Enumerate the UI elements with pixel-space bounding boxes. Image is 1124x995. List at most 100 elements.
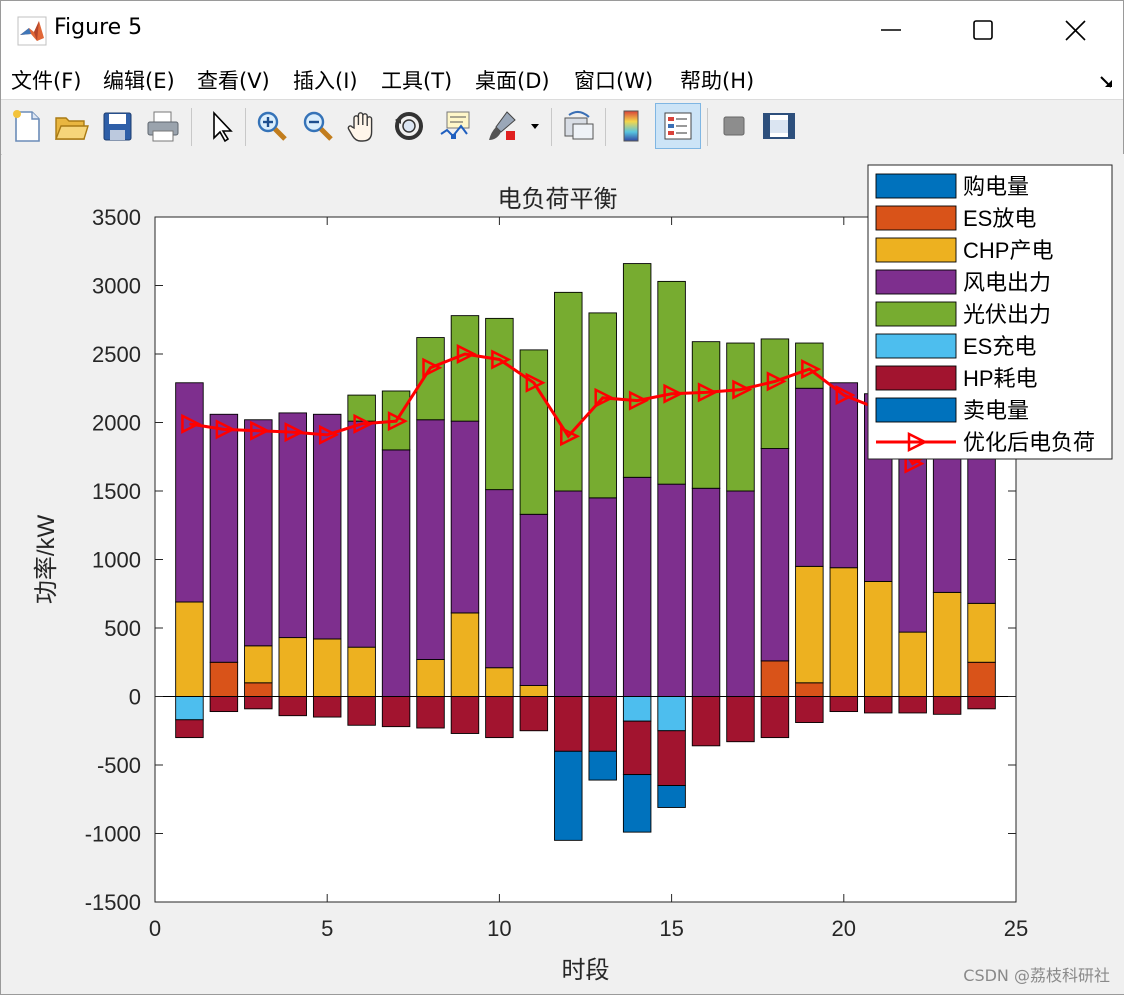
hide-plot-tools-icon[interactable] [713, 104, 757, 148]
x-tick-label: 15 [659, 916, 683, 941]
bar-es_discharge-3 [244, 682, 273, 697]
load-marker-10 [491, 349, 512, 370]
colorbar-icon[interactable] [609, 104, 653, 148]
brush-dropdown-icon[interactable] [523, 104, 547, 148]
bar-pv-17 [726, 342, 755, 492]
bar-pv-6 [347, 394, 376, 422]
load-marker-11 [525, 372, 546, 393]
menu-file[interactable]: 文件(F) [11, 69, 82, 93]
bar-sell-15 [657, 785, 686, 808]
legend-label: ES充电 [963, 334, 1036, 359]
y-tick-label: 2500 [92, 342, 141, 367]
chart-title: 电负荷平衡 [498, 186, 618, 213]
dock-arrow-icon[interactable] [1097, 71, 1117, 91]
bar-hp-2 [209, 696, 239, 713]
bar-chp-11 [519, 685, 549, 697]
menu-desktop[interactable]: 桌面(D) [475, 69, 550, 93]
bar-pv-14 [622, 263, 652, 478]
menu-tools[interactable]: 工具(T) [381, 69, 453, 93]
open-file-icon[interactable] [49, 104, 93, 148]
bar-hp-17 [726, 696, 755, 743]
toolbar-separator [707, 108, 708, 146]
load-marker-3 [250, 420, 271, 441]
bar-pv-15 [657, 280, 686, 485]
menu-help[interactable]: 帮助(H) [680, 69, 755, 93]
load-marker-19 [801, 359, 822, 380]
y-tick-label: -1000 [85, 822, 141, 847]
y-tick-label: -500 [97, 753, 141, 778]
load-marker-9 [456, 343, 477, 365]
legend-swatch-buy [875, 173, 957, 199]
x-tick-label: 5 [321, 916, 333, 941]
electric-load-balance-chart[interactable]: -1500 -1000 -500 0 500 1000 1500 2000 2500 3000 35… [2, 154, 1124, 994]
pan-hand-icon[interactable] [341, 104, 385, 148]
x-tick-label: 25 [1004, 916, 1028, 941]
bar-pv-16 [691, 341, 721, 489]
bar-hp-12 [554, 696, 583, 752]
bar-es_charge-1 [175, 696, 204, 721]
bar-hp-8 [416, 696, 445, 729]
bar-wind-5 [312, 413, 342, 640]
bar-pv-12 [554, 291, 583, 492]
minimize-button[interactable] [845, 1, 937, 59]
matlab-logo-icon [17, 16, 47, 46]
new-figure-icon[interactable] [5, 104, 49, 148]
legend-swatch-chp [875, 237, 957, 263]
legend-label: HP耗电 [963, 366, 1038, 391]
rotate-3d-icon[interactable] [387, 104, 431, 148]
save-icon[interactable] [95, 104, 139, 148]
bar-hp-22 [898, 696, 927, 714]
menu-view[interactable]: 查看(V) [197, 69, 270, 93]
bar-es_discharge-24 [967, 661, 996, 697]
close-button[interactable] [1029, 1, 1121, 59]
show-plot-tools-icon[interactable] [757, 104, 801, 148]
bar-hp-6 [347, 696, 376, 726]
bar-sell-12 [554, 750, 583, 841]
bar-wind-17 [726, 490, 755, 697]
bar-wind-19 [795, 387, 824, 567]
bar-hp-21 [864, 696, 893, 714]
zoom-out-icon[interactable] [295, 104, 339, 148]
legend-swatch-pv [875, 301, 957, 327]
bar-hp-18 [760, 696, 790, 739]
brush-icon[interactable] [481, 104, 525, 148]
bar-hp-19 [795, 696, 824, 723]
bar-pv-13 [588, 312, 617, 499]
select-arrow-icon[interactable] [199, 104, 243, 148]
legend-swatch-es_charge [875, 333, 957, 359]
bar-chp-22 [898, 631, 927, 697]
bar-hp-13 [588, 696, 617, 752]
y-axis-label: 功率/kW [33, 514, 60, 604]
load-marker-15 [663, 383, 684, 404]
bar-wind-16 [691, 487, 721, 697]
y-tick-label: 3500 [92, 205, 141, 230]
link-plot-icon[interactable] [557, 104, 601, 148]
legend-swatch-hp [875, 365, 957, 391]
bar-wind-1 [175, 382, 204, 603]
bar-chp-6 [347, 646, 376, 697]
load-marker-16 [697, 382, 718, 403]
legend-label: 卖电量 [963, 398, 1029, 423]
legend-swatch-wind [875, 269, 957, 295]
maximize-button[interactable] [937, 1, 1029, 59]
bar-wind-3 [244, 419, 273, 647]
data-cursor-icon[interactable] [433, 104, 477, 148]
figure-canvas[interactable]: -1500 -1000 -500 0 500 1000 1500 2000 2500 3000 35… [2, 154, 1124, 994]
print-icon[interactable] [141, 104, 185, 148]
title-bar[interactable]: Figure 5 [1, 1, 1123, 59]
legend-label: 光伏出力 [963, 302, 1051, 327]
menu-edit[interactable]: 编辑(E) [103, 69, 175, 93]
bar-hp-1 [175, 719, 204, 739]
load-marker-12 [560, 426, 581, 447]
menu-bar: 文件(F) 编辑(E) 查看(V) 插入(I) 工具(T) 桌面(D) 窗口(W… [1, 59, 1123, 99]
menu-window[interactable]: 窗口(W) [574, 69, 654, 93]
menu-insert[interactable]: 插入(I) [293, 69, 358, 93]
legend-icon[interactable] [655, 103, 701, 149]
bar-hp-4 [278, 696, 307, 717]
watermark: CSDN @荔枝科研社 [963, 966, 1110, 985]
legend-label: CHP产电 [963, 238, 1053, 263]
bar-sell-14 [622, 774, 652, 833]
bar-wind-9 [450, 420, 480, 614]
zoom-in-icon[interactable] [249, 104, 293, 148]
